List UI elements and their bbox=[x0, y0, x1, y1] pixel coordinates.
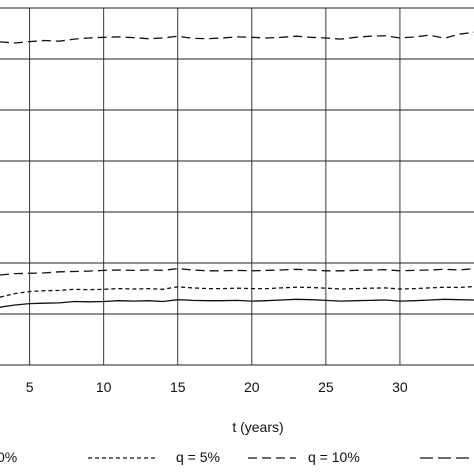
x-axis-title: t (years) bbox=[232, 419, 283, 435]
legend: 0% q = 5% q = 10% bbox=[0, 449, 474, 465]
x-tick-label: 5 bbox=[26, 379, 34, 395]
series-line-1 bbox=[0, 285, 474, 298]
series-line-0 bbox=[0, 298, 474, 308]
x-tick-label: 30 bbox=[392, 379, 408, 395]
series-line-2 bbox=[0, 267, 474, 276]
legend-label-q5: q = 5% bbox=[176, 449, 220, 465]
series-line-3 bbox=[0, 31, 474, 44]
series-lines bbox=[0, 31, 474, 308]
legend-label-0: 0% bbox=[0, 449, 17, 465]
grid bbox=[0, 7, 474, 366]
legend-label-q10: q = 10% bbox=[308, 449, 360, 465]
x-tick-label: 25 bbox=[318, 379, 334, 395]
x-tick-label: 15 bbox=[170, 379, 186, 395]
x-tick-labels: 5 10 15 20 25 30 bbox=[26, 379, 408, 395]
x-tick-label: 10 bbox=[96, 379, 112, 395]
x-tick-label: 20 bbox=[244, 379, 260, 395]
